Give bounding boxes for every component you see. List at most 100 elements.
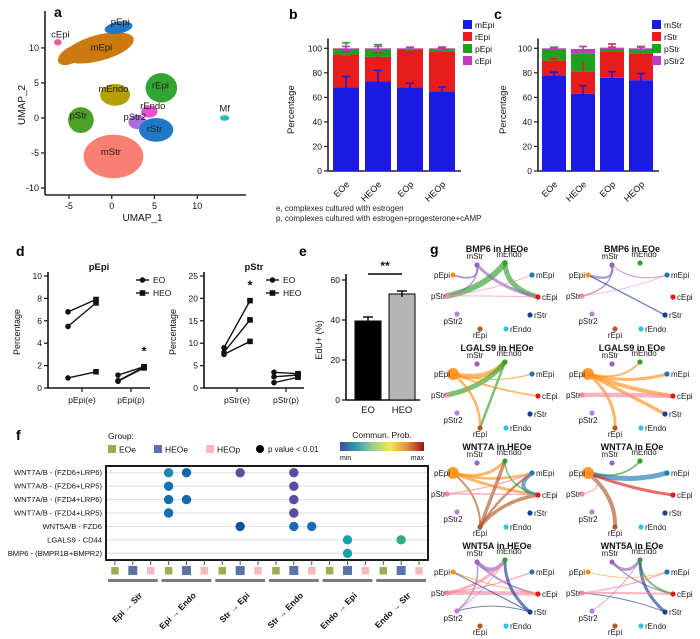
- y-tick-label: 0: [317, 166, 322, 176]
- chord-node-label: rStr: [669, 311, 682, 320]
- panel-c-stacked-bar: 0 20 40 60 80 100 EOe HEOe EOp HEOp mStr rStr pStr pS…: [498, 20, 685, 204]
- colorbar-title: Commun. Prob.: [352, 430, 412, 440]
- chord-node-mEndo: [502, 260, 508, 266]
- chord-node-label: cEpi: [542, 293, 558, 302]
- chord-node-pStr2: [589, 410, 595, 416]
- heo-point: [247, 338, 253, 345]
- comm-prob-dot: [181, 468, 192, 478]
- eo-point: [271, 374, 277, 380]
- chord-node-pEpi: [582, 368, 594, 380]
- umap-cluster-pStr: [68, 107, 94, 134]
- legend-label: rStr: [664, 32, 678, 42]
- bar-segment-mEpi: [429, 91, 455, 171]
- chord-edge-pEpi-to-rEpi: [451, 372, 482, 430]
- chord-edge-cEpi-to-pEpi: [586, 471, 675, 497]
- chord-node-rStr: [527, 411, 533, 417]
- chord-node-rEndo: [638, 623, 644, 629]
- legend-circle-marker: [269, 277, 276, 283]
- chord-node-label: pStr2: [578, 614, 598, 623]
- y-tick-label: 5: [193, 361, 198, 371]
- chord-node-rEndo: [638, 425, 644, 431]
- colorbar: [340, 442, 424, 451]
- chord-node-rStr: [662, 312, 668, 318]
- panel-b-stacked-bar: 0 20 40 60 80 100 EOe HEOe EOp HEOp mEpi rEpi pEpi cE…: [286, 20, 494, 204]
- row-label: BMP6 - (BMPR1B+BMPR2): [8, 549, 103, 558]
- umap-cluster-label: pEpi: [111, 17, 130, 28]
- chord-node-label: rEndo: [510, 325, 532, 334]
- chord-node-label: rEpi: [473, 628, 487, 637]
- chord-node-rEpi: [477, 524, 483, 530]
- chord-node-label: pStr2: [443, 614, 463, 623]
- chord-node-rStr: [662, 609, 668, 615]
- chord-node-label: mStr: [467, 351, 484, 360]
- footnote-line-p: p, complexes cultured with estrogen+prog…: [276, 214, 482, 223]
- y-tick-label: 40: [523, 117, 533, 127]
- chord-edge-pStr-to-mEpi: [446, 472, 533, 495]
- chord-node-label: rStr: [669, 608, 682, 617]
- rep-square-HEOp: [200, 567, 209, 575]
- chord-node-label: rEndo: [645, 424, 667, 433]
- colorbar-max: max: [411, 455, 425, 462]
- chord-node-mEpi: [529, 371, 535, 377]
- panel-g-label: g: [430, 241, 439, 257]
- legend-label: mStr: [664, 20, 682, 30]
- legend-swatch-pEpi: [463, 44, 472, 53]
- y-axis-title: Percentage: [12, 309, 22, 355]
- chord-edge-pStr-to-cEpi: [579, 392, 676, 399]
- chord-node-label: pStr: [431, 292, 446, 301]
- chord-node-pEpi: [450, 272, 456, 278]
- x-tick-label: 5: [152, 201, 157, 211]
- y-tick-label: 10: [189, 338, 199, 348]
- x-group-label: pStr(e): [224, 395, 250, 405]
- direction-label: Str → Epi: [217, 590, 251, 624]
- chord-node-label: pEpi: [569, 370, 585, 379]
- chord-node-pEpi: [585, 272, 591, 278]
- chord-node-label: mEndo: [631, 448, 657, 457]
- chord-edge-mStr-to-pStr: [446, 264, 478, 297]
- chord-edge-pStr-to-cEpi: [581, 591, 674, 595]
- x-category-label: HEO: [392, 405, 413, 416]
- direction-label: Epi → Str: [110, 590, 145, 625]
- chord-node-label: mStr: [467, 252, 484, 261]
- chord-title: BMP6 in EOe: [604, 244, 660, 254]
- chord-node-mStr: [609, 460, 615, 466]
- chord-node-pStr: [579, 491, 585, 497]
- pvalue-label: p value < 0.01: [268, 445, 319, 454]
- group-underline: [161, 579, 212, 582]
- chord-node-pStr2: [454, 410, 460, 416]
- bar-segment-mEpi: [365, 81, 391, 171]
- group-swatch-HEOe: [154, 445, 162, 453]
- chord-node-label: mStr: [467, 450, 484, 459]
- chord-node-mStr: [474, 460, 480, 466]
- x-tick-label: -5: [65, 201, 73, 211]
- direction-label: Epi → Endo: [157, 590, 198, 631]
- chord-node-rEpi: [477, 425, 483, 431]
- chord-edge-mStr-to-mEndo: [610, 558, 642, 572]
- chord-node-cEpi: [670, 294, 676, 300]
- chord-title: BMP6 in HEOe: [466, 244, 529, 254]
- chord-node-label: pStr: [431, 490, 446, 499]
- chord-node-label: mStr: [602, 549, 619, 558]
- chord-node-label: rEndo: [645, 523, 667, 532]
- chord-node-rEndo: [638, 326, 644, 332]
- chord-node-label: mEndo: [631, 349, 657, 358]
- comm-prob-dot: [163, 508, 174, 518]
- chord-node-mEpi: [529, 569, 535, 575]
- chord-edge-pStr-to-mEpi: [446, 571, 533, 594]
- chord-node-pEpi: [582, 467, 594, 479]
- bar-segment-mStr: [600, 77, 624, 171]
- umap-cluster-label: rEpi: [152, 81, 169, 92]
- chord-title: LGALS9 in EOe: [599, 343, 666, 353]
- chord-node-label: rStr: [669, 410, 682, 419]
- chord-node-mStr: [609, 361, 615, 367]
- chord-node-label: cEpi: [677, 491, 693, 500]
- chord-edge-pStr-to-cEpi: [446, 295, 539, 298]
- pair-line: [223, 300, 251, 349]
- row-label: WNT7A/B - (FZD4+LRP5): [14, 509, 102, 518]
- chord-edge-pStr2-to-mEndo: [456, 559, 506, 612]
- chord-node-label: mEpi: [671, 568, 689, 577]
- bar-segment-rEpi: [397, 49, 423, 88]
- chord-node-mStr: [474, 262, 480, 268]
- chord-node-label: mEndo: [496, 250, 522, 259]
